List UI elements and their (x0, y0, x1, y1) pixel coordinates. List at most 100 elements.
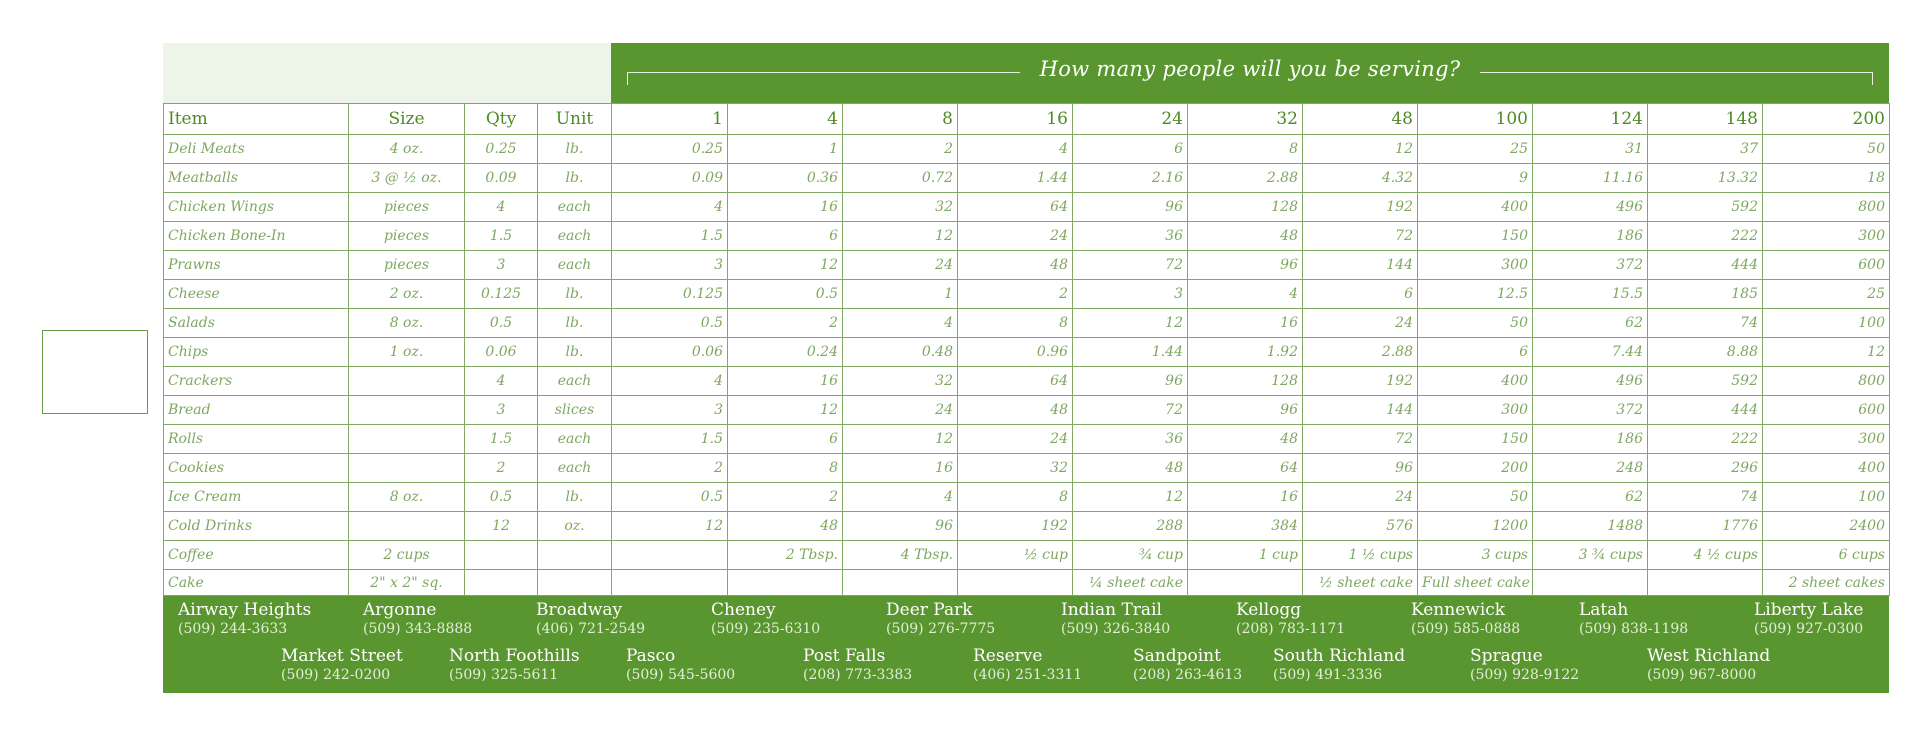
location-name: Cheney (711, 600, 776, 620)
serving-value-cell: 48 (1187, 221, 1303, 251)
serving-value-cell: 2.88 (1187, 163, 1303, 193)
header-count: 1 (611, 103, 728, 135)
serving-value-cell: 6 (1072, 134, 1188, 164)
serving-value-cell: 4 (957, 134, 1073, 164)
serving-value-cell: 2 (727, 482, 843, 512)
serving-value-cell: 150 (1417, 221, 1533, 251)
serving-value-cell: 6 (1302, 279, 1418, 309)
serving-value-cell: 12.5 (1417, 279, 1533, 309)
table-row: Ice Cream 8 oz. 0.5 lb. 0.5 2 4 8 12 16 24 50 62 74 10… (163, 482, 1890, 512)
serving-value-cell: 96 (1187, 250, 1303, 280)
location-name: Reserve (973, 646, 1043, 666)
serving-value-cell (1532, 569, 1648, 596)
location-phone: (509) 927-0300 (1754, 621, 1864, 637)
serving-value-cell: ½ sheet cake (1302, 569, 1418, 596)
serving-value-cell: 0.48 (842, 337, 958, 367)
location-phone: (509) 244-3633 (178, 621, 288, 637)
serving-value-cell: 2 Tbsp. (727, 540, 843, 570)
header-green-panel: How many people will you be serving? (611, 43, 1889, 103)
serving-value-cell (1647, 569, 1763, 596)
table-row: Meatballs 3 @ ½ oz. 0.09 lb. 0.09 0.36 0.72 1.4… (163, 163, 1890, 193)
location-phone: (509) 585-0888 (1411, 621, 1521, 637)
unit-cell: lb. (537, 482, 612, 512)
serving-value-cell: 600 (1762, 395, 1890, 425)
table-row: Cheese 2 oz. 0.125 lb. 0.125 0.5 1 2 3 4 6 12.5 15.5… (163, 279, 1890, 309)
table-row: Cookies 2 each 2 8 16 32 48 64 96 200 248 296 400 (163, 453, 1890, 483)
serving-value-cell: 0.125 (611, 279, 728, 309)
qty-cell: 0.06 (464, 337, 538, 367)
serving-value-cell: 3 cups (1417, 540, 1533, 570)
serving-value-cell: 12 (727, 395, 843, 425)
serving-value-cell: 2.88 (1302, 337, 1418, 367)
serving-value-cell: 48 (1072, 453, 1188, 483)
unit-cell: lb. (537, 163, 612, 193)
serving-value-cell: 384 (1187, 511, 1303, 541)
qty-cell: 2 (464, 453, 538, 483)
table-row: Prawns pieces 3 each 3 12 24 48 72 96 144 300 372 444… (163, 250, 1890, 280)
table-body: Deli Meats 4 oz. 0.25 lb. 0.25 1 2 4 6 8 12 25 31 37 5… (163, 134, 1890, 596)
serving-value-cell: 6 (727, 221, 843, 251)
serving-value-cell: 0.36 (727, 163, 843, 193)
serving-value-cell: 2 (611, 453, 728, 483)
location-phone: (509) 838-1198 (1579, 621, 1689, 637)
serving-value-cell: 1.5 (611, 221, 728, 251)
serving-value-cell: 72 (1302, 424, 1418, 454)
location-name: Pasco (626, 646, 676, 666)
serving-value-cell: 25 (1762, 279, 1890, 309)
location-phone: (509) 242-0200 (281, 667, 391, 683)
qty-cell: 4 (464, 366, 538, 396)
unit-cell: lb. (537, 279, 612, 309)
location-entry: Post Falls (208) 773-3383 (803, 647, 912, 685)
serving-value-cell: 576 (1302, 511, 1418, 541)
serving-value-cell: 48 (957, 395, 1073, 425)
serving-value-cell: 0.09 (611, 163, 728, 193)
serving-value-cell: 372 (1532, 395, 1648, 425)
serving-value-cell: 24 (842, 250, 958, 280)
serving-value-cell: 222 (1647, 221, 1763, 251)
serving-value-cell: 248 (1532, 453, 1648, 483)
item-cell: Salads (163, 308, 349, 338)
item-cell: Deli Meats (163, 134, 349, 164)
serving-value-cell: 74 (1647, 482, 1763, 512)
item-cell: Prawns (163, 250, 349, 280)
serving-value-cell: 186 (1532, 221, 1648, 251)
serving-value-cell: 0.25 (611, 134, 728, 164)
location-phone: (208) 263-4613 (1133, 667, 1243, 683)
serving-value-cell: 186 (1532, 424, 1648, 454)
serving-value-cell: 200 (1417, 453, 1533, 483)
serving-value-cell: ½ cup (957, 540, 1073, 570)
serving-value-cell: 100 (1762, 308, 1890, 338)
serving-value-cell: 192 (957, 511, 1073, 541)
serving-value-cell: 1 (727, 134, 843, 164)
serving-value-cell: 800 (1762, 192, 1890, 222)
location-entry: Sprague (509) 928-9122 (1470, 647, 1579, 685)
location-name: Argonne (363, 600, 437, 620)
serving-value-cell: 150 (1417, 424, 1533, 454)
size-cell: 4 oz. (348, 134, 465, 164)
serving-value-cell: 2 sheet cakes (1762, 569, 1890, 596)
serving-value-cell: 12 (842, 221, 958, 251)
header-count: 32 (1187, 103, 1303, 135)
serving-value-cell: 36 (1072, 221, 1188, 251)
serving-value-cell: 72 (1072, 395, 1188, 425)
unit-cell: each (537, 424, 612, 454)
qty-cell (464, 540, 538, 570)
location-name: Deer Park (886, 600, 973, 620)
location-entry: Latah (509) 838-1198 (1579, 601, 1688, 639)
item-cell: Bread (163, 395, 349, 425)
table-row: Bread 3 slices 3 12 24 48 72 96 144 300 372 444 600 (163, 395, 1890, 425)
serving-value-cell: 15.5 (1532, 279, 1648, 309)
location-name: Sprague (1470, 646, 1543, 666)
table-row: Chicken Wings pieces 4 each 4 16 32 64 96 128 192 4… (163, 192, 1890, 222)
serving-value-cell: 1.44 (1072, 337, 1188, 367)
serving-value-cell: 2.16 (1072, 163, 1188, 193)
header-count: 124 (1532, 103, 1648, 135)
serving-value-cell: 0.24 (727, 337, 843, 367)
serving-value-cell: 13.32 (1647, 163, 1763, 193)
serving-value-cell: 36 (1072, 424, 1188, 454)
qty-cell: 12 (464, 511, 538, 541)
location-phone: (509) 325-5611 (449, 667, 559, 683)
serving-value-cell: 400 (1762, 453, 1890, 483)
item-cell: Meatballs (163, 163, 349, 193)
serving-value-cell: 64 (957, 366, 1073, 396)
